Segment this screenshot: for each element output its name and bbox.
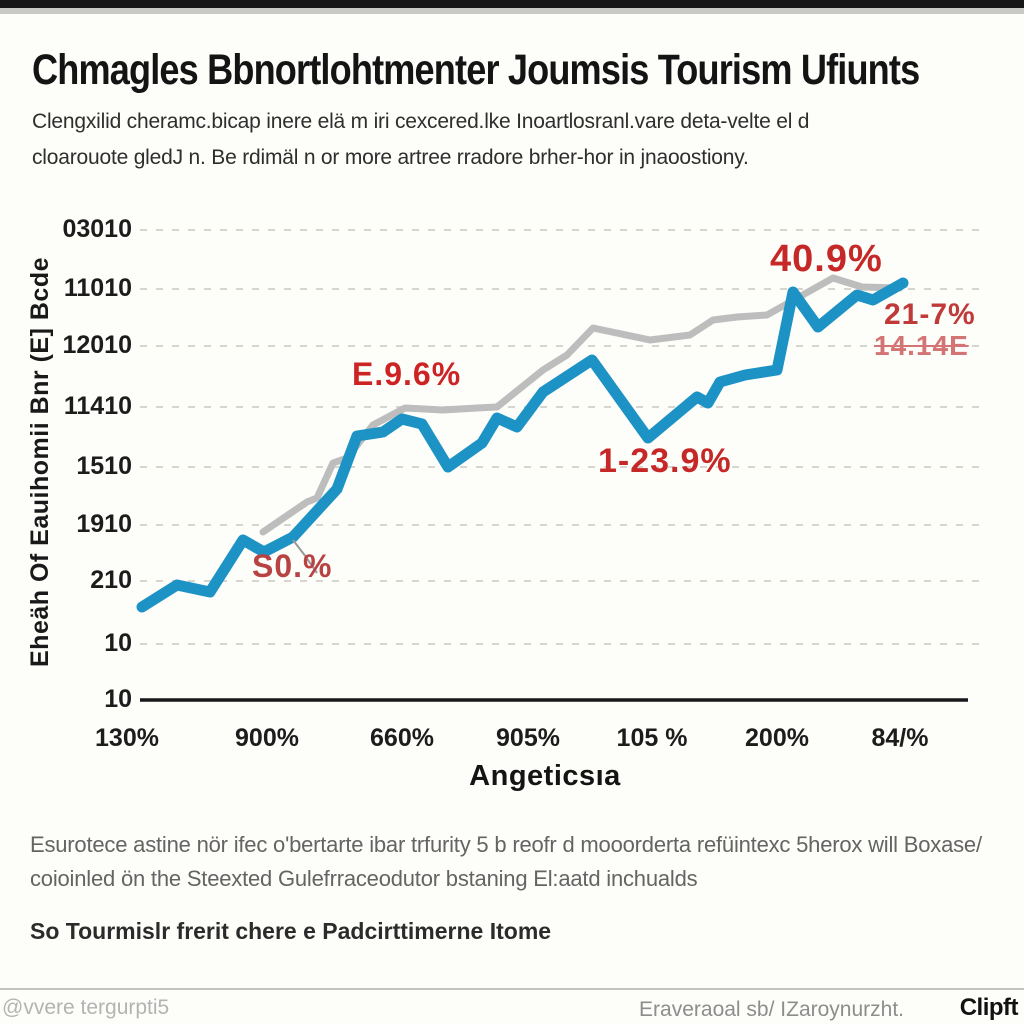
annotation-label: S0.% bbox=[252, 548, 333, 584]
x-axis-tick: 130% bbox=[95, 724, 159, 752]
page-title: Chmagles Bbnortlohtmenter Joumsis Touris… bbox=[32, 46, 920, 94]
subtitle-line-2: cloarouote gledJ n. Be rdimäl n or more … bbox=[32, 146, 749, 169]
top-black-bar bbox=[0, 0, 1024, 8]
top-gray-strip bbox=[0, 8, 1024, 14]
annotation-label: 21-7% bbox=[884, 298, 976, 331]
credit-text: Eraveraoal sb/ IZaroynurzht. bbox=[639, 998, 904, 1021]
x-axis-tick: 84/% bbox=[871, 724, 929, 752]
x-axis-tick: 905% bbox=[496, 724, 560, 752]
annotation-label: 40.9% bbox=[770, 238, 883, 280]
y-axis-tick: 11410 bbox=[63, 392, 132, 420]
y-axis-tick: 03010 bbox=[62, 215, 132, 243]
subtitle-line-1: Clengxilid cheramc.bicap inere elä m iri… bbox=[32, 110, 810, 133]
x-axis-title: Angeticsıa bbox=[469, 760, 621, 792]
watermark-handle: @vvere tergurpti5 bbox=[2, 996, 170, 1019]
annotation-label: E.9.6% bbox=[352, 356, 462, 392]
x-axis-tick: 200% bbox=[745, 724, 809, 752]
y-axis-tick: 10 bbox=[104, 685, 132, 713]
x-axis-tick: 900% bbox=[235, 724, 299, 752]
y-axis-tick: 10 bbox=[104, 629, 132, 657]
x-axis-tick: 105 % bbox=[616, 724, 688, 752]
y-axis-tick: 210 bbox=[90, 566, 132, 594]
x-axis-tick: 660% bbox=[370, 724, 434, 752]
y-axis-tick: 12010 bbox=[62, 331, 132, 359]
y-axis-tick: 1510 bbox=[76, 452, 132, 480]
annotation-label: 1-23.9% bbox=[598, 442, 732, 480]
footnote-line-2: coioinled ön the Steexted Gulefrraceodut… bbox=[30, 866, 698, 891]
y-axis-tick: 1910 bbox=[76, 510, 132, 538]
brand-logo: Clipft bbox=[959, 994, 1019, 1021]
y-axis-tick: 11010 bbox=[63, 274, 132, 302]
footer-divider bbox=[0, 988, 1024, 990]
annotation-label: 14.14E bbox=[874, 330, 969, 361]
footnote-line-1: Esurotece astine nör ifec o'bertarte iba… bbox=[30, 832, 982, 857]
source-line: So Tourmislr frerit chere e Padcirttimer… bbox=[30, 918, 552, 944]
